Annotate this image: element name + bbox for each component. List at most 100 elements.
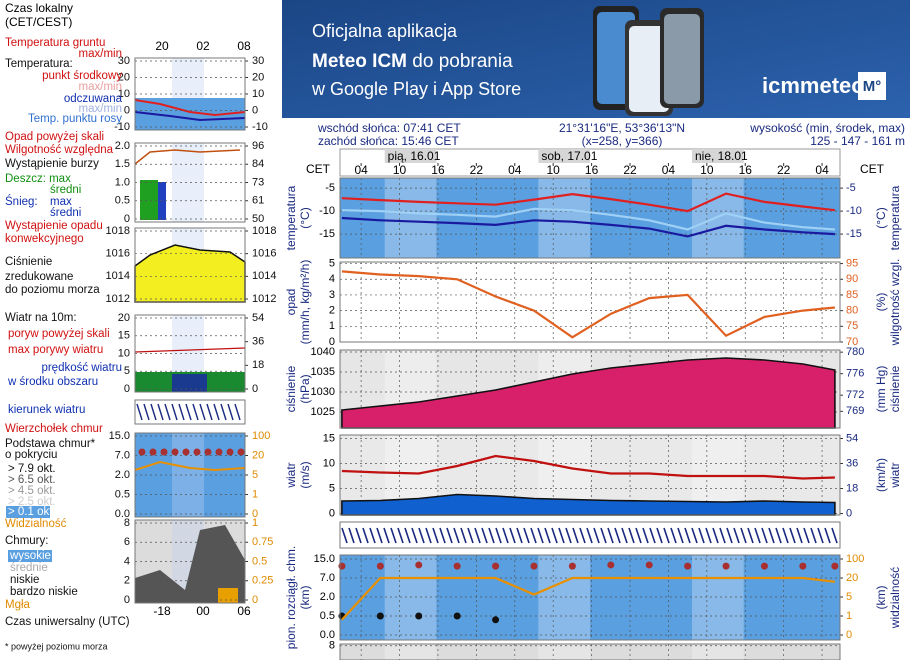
- mini-tick-label: 5: [124, 365, 130, 377]
- mini-tick-label: 1: [252, 517, 258, 529]
- mini-tick-label: 0.0: [115, 508, 130, 520]
- wind-arrow: [754, 527, 761, 544]
- mini-sample: [134, 399, 246, 425]
- y-tick-label: -10: [319, 205, 335, 217]
- wind-arrow: [397, 527, 404, 544]
- axis-label: wilgotność wzgl.: [888, 259, 902, 347]
- phone-screen: [629, 26, 669, 112]
- line: [341, 270, 836, 339]
- hour-label: 16: [585, 163, 599, 177]
- axis-label: (°C): [298, 207, 312, 228]
- wind-arrow: [383, 527, 390, 544]
- wind-arrow: [164, 403, 171, 421]
- grid-point: (x=258, y=366): [582, 134, 663, 148]
- mini-sample: [171, 448, 179, 456]
- mini-tick-label: 15: [118, 330, 130, 342]
- legend-text: Chmury:: [5, 535, 48, 547]
- y-tick-label: 5: [329, 482, 335, 494]
- hour-label: 16: [431, 163, 445, 177]
- dot: [376, 612, 384, 620]
- y-tick-label: 0.0: [320, 629, 335, 641]
- legend-text: Temperatura gruntu: [5, 37, 105, 49]
- wind-arrow: [537, 527, 544, 544]
- mini-tick-label: 15.0: [109, 430, 130, 442]
- y-tick-label: 1: [329, 320, 335, 332]
- legend-text: o pokryciu: [5, 449, 57, 461]
- height: 125 - 147 - 161 m: [810, 134, 905, 148]
- y-tick-label: 2: [329, 305, 335, 317]
- mini-tick-label: 1: [252, 488, 258, 500]
- y2-tick-label: 18: [846, 482, 858, 494]
- legend-text: > 6.5 okt.: [8, 474, 56, 486]
- mini-hour: 06: [237, 604, 251, 618]
- dot: [645, 561, 653, 569]
- mini-sample: [226, 448, 234, 456]
- axis-label: wiatr: [888, 462, 902, 488]
- y-tick-label: 7.0: [320, 572, 335, 584]
- wind-arrow: [502, 527, 509, 544]
- legend-text: > 7.9 okt.: [8, 463, 56, 475]
- legend-text: Czas lokalny: [5, 1, 73, 15]
- wind-arrow: [523, 527, 530, 544]
- mini-sample: [193, 448, 201, 456]
- y-tick-label: 5: [329, 257, 335, 269]
- mini-tick-label: 1014: [252, 270, 276, 282]
- legend-text: max/min: [79, 81, 122, 93]
- cet: CET: [860, 162, 885, 176]
- wind-arrow: [565, 527, 572, 544]
- legend-text: Deszcz: max: [5, 173, 71, 185]
- mini-sample: [218, 588, 238, 603]
- mini-hour: -18: [153, 604, 171, 618]
- hour-label: 10: [393, 163, 407, 177]
- mini-tick-label: 20: [118, 71, 130, 83]
- y2-tick-label: -15: [846, 228, 862, 240]
- wind-arrow: [136, 403, 143, 421]
- legend-text: Mgła: [5, 599, 31, 611]
- mini-tick-label: 1.0: [115, 176, 130, 188]
- y2-tick-label: 85: [846, 289, 858, 301]
- mini-sample: [160, 448, 168, 456]
- panel-daylight: [691, 262, 744, 342]
- panel-daylight: [384, 178, 437, 258]
- wind-arrow: [579, 527, 586, 544]
- legend-text: poryw powyżej skali: [8, 328, 110, 340]
- y-tick-label: 15: [323, 432, 335, 444]
- coords: 21°31'16"E, 53°36'13"N: [559, 121, 685, 135]
- legend-text: średni: [50, 207, 81, 219]
- y-tick-label: 1025: [311, 406, 335, 418]
- y2-tick-label: 772: [846, 389, 864, 401]
- legend-text: Wystąpienie burzy: [5, 158, 99, 170]
- axis-label: ciśnienie: [284, 365, 298, 412]
- y-tick-label: 1040: [311, 346, 335, 358]
- mini-tick-label: -10: [114, 121, 130, 133]
- mini-hour: 20: [155, 39, 169, 53]
- legend-text: odczuwana: [64, 93, 123, 105]
- wind-arrow: [432, 527, 439, 544]
- axis-label: pion. rozciągł. chm.: [284, 546, 298, 649]
- legend-text: * powyżej poziomu morza: [5, 641, 108, 651]
- wind-arrow: [607, 527, 614, 544]
- mini-tick-label: 0: [124, 104, 130, 116]
- panel-daylight: [538, 555, 591, 640]
- wind-arrow: [213, 403, 220, 421]
- panel-daylight: [538, 178, 591, 258]
- mini-tick-label: 0: [252, 594, 258, 606]
- panel-daylight: [691, 555, 744, 640]
- wind-arrow: [376, 527, 383, 544]
- legend-text: > 0.1 okt.: [8, 506, 56, 518]
- y-tick-label: 15.0: [314, 553, 335, 565]
- wind-arrow: [775, 527, 782, 544]
- legend-text: do poziomu morza: [5, 284, 100, 296]
- dot: [415, 561, 423, 569]
- wind-arrow: [558, 527, 565, 544]
- y-tick-label: 4: [329, 273, 335, 285]
- y-tick-label: 0.5: [320, 610, 335, 622]
- axis-label: wiatr: [284, 462, 298, 488]
- mini-hour: 02: [196, 39, 210, 53]
- y2-tick-label: -10: [846, 205, 862, 217]
- wind-arrow: [157, 403, 164, 421]
- mini-tick-label: 20: [118, 312, 130, 324]
- mini-sample: [135, 525, 245, 603]
- wind-arrow: [488, 527, 495, 544]
